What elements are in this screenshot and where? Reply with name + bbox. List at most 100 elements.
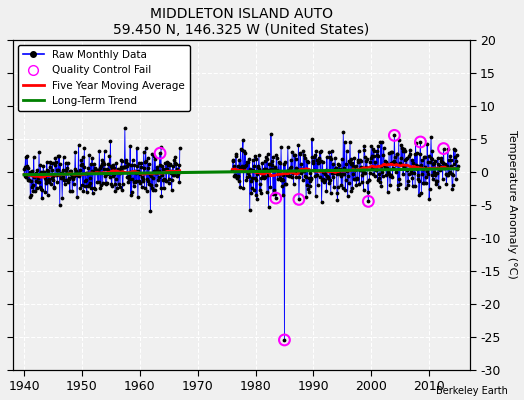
Point bbox=[318, 199, 326, 206]
Point bbox=[430, 168, 438, 175]
Point bbox=[436, 158, 445, 164]
Point bbox=[240, 148, 248, 155]
Point bbox=[247, 190, 255, 197]
Point bbox=[420, 180, 429, 186]
Point bbox=[373, 176, 381, 183]
Point bbox=[64, 159, 72, 166]
Point bbox=[107, 180, 115, 187]
Point bbox=[391, 154, 399, 160]
Point bbox=[431, 158, 440, 165]
Point bbox=[71, 169, 80, 175]
Point bbox=[438, 159, 446, 165]
Point bbox=[405, 153, 413, 160]
Point bbox=[264, 204, 272, 210]
Point bbox=[70, 173, 79, 179]
Point bbox=[161, 160, 170, 166]
Point bbox=[150, 187, 159, 193]
Point bbox=[166, 161, 174, 167]
Point bbox=[364, 198, 373, 204]
Point bbox=[335, 161, 344, 168]
Point bbox=[254, 164, 262, 170]
Point bbox=[437, 155, 445, 162]
Point bbox=[23, 174, 31, 181]
Point bbox=[258, 160, 267, 166]
Point bbox=[166, 162, 174, 169]
Point bbox=[443, 163, 452, 169]
Point bbox=[286, 164, 294, 171]
Point bbox=[305, 178, 314, 184]
Point bbox=[267, 131, 275, 137]
Point bbox=[104, 160, 113, 167]
Point bbox=[233, 175, 242, 181]
Point bbox=[125, 173, 133, 179]
Point bbox=[364, 189, 372, 196]
Point bbox=[228, 158, 237, 164]
Point bbox=[361, 170, 369, 176]
Point bbox=[388, 173, 397, 180]
Point bbox=[63, 170, 72, 176]
Point bbox=[383, 161, 391, 167]
Point bbox=[312, 193, 320, 200]
Point bbox=[168, 176, 176, 183]
Point bbox=[449, 172, 457, 179]
Point bbox=[246, 166, 254, 172]
Point bbox=[337, 182, 345, 188]
Point bbox=[333, 190, 341, 196]
Point bbox=[86, 174, 94, 181]
Point bbox=[75, 167, 84, 174]
Point bbox=[49, 173, 58, 180]
Point bbox=[391, 169, 400, 175]
Point bbox=[430, 160, 439, 166]
Point bbox=[312, 148, 321, 154]
Point bbox=[397, 142, 406, 148]
Point bbox=[65, 175, 73, 181]
Point bbox=[119, 181, 127, 188]
Point bbox=[237, 165, 246, 171]
Point bbox=[165, 176, 173, 182]
Point bbox=[442, 171, 450, 177]
Point bbox=[294, 169, 302, 175]
Point bbox=[325, 176, 334, 183]
Point bbox=[324, 174, 332, 180]
Point bbox=[283, 144, 292, 150]
Point bbox=[52, 172, 60, 178]
Point bbox=[374, 142, 382, 149]
Point bbox=[409, 164, 418, 170]
Point bbox=[385, 171, 393, 177]
Point bbox=[289, 181, 298, 187]
Point bbox=[36, 162, 45, 168]
Point bbox=[366, 170, 374, 176]
Point bbox=[276, 176, 285, 183]
Point bbox=[420, 154, 428, 160]
Point bbox=[324, 180, 333, 186]
Point bbox=[42, 177, 50, 183]
Point bbox=[419, 180, 428, 186]
Point bbox=[84, 165, 92, 171]
Point bbox=[39, 169, 47, 175]
Point bbox=[427, 134, 435, 140]
Point bbox=[99, 159, 107, 165]
Point bbox=[263, 156, 271, 162]
Point bbox=[70, 180, 78, 187]
Point bbox=[353, 175, 361, 181]
Point bbox=[257, 190, 265, 196]
Point bbox=[369, 148, 378, 154]
Point bbox=[129, 183, 138, 189]
Point bbox=[146, 208, 155, 215]
Point bbox=[167, 168, 176, 174]
Point bbox=[449, 182, 457, 188]
Point bbox=[107, 183, 116, 190]
Point bbox=[128, 176, 136, 182]
Point bbox=[365, 177, 374, 184]
Point bbox=[282, 180, 290, 187]
Point bbox=[351, 176, 359, 182]
Point bbox=[421, 180, 430, 186]
Point bbox=[83, 189, 91, 196]
Point bbox=[339, 129, 347, 135]
Point bbox=[447, 171, 456, 178]
Point bbox=[169, 172, 177, 178]
Point bbox=[266, 184, 275, 190]
Point bbox=[119, 164, 128, 170]
Point bbox=[73, 171, 82, 178]
Title: MIDDLETON ISLAND AUTO
59.450 N, 146.325 W (United States): MIDDLETON ISLAND AUTO 59.450 N, 146.325 … bbox=[113, 7, 369, 37]
